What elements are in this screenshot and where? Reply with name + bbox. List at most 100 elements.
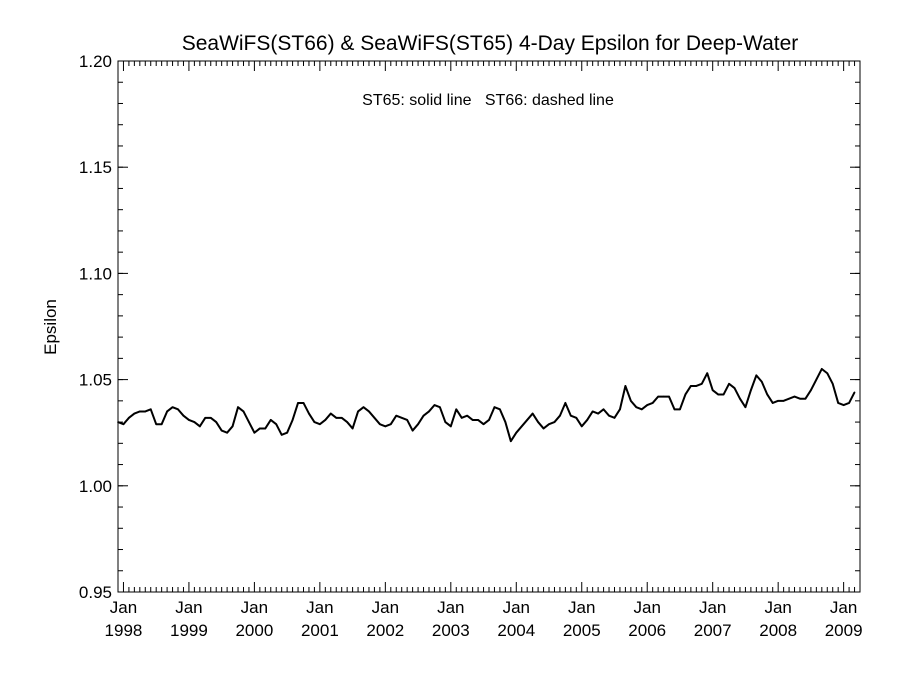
x-tick-label-year: 2001 xyxy=(301,621,339,640)
data-point xyxy=(215,421,218,423)
x-tick-label-year: 2009 xyxy=(825,621,863,640)
data-point xyxy=(673,408,676,411)
data-point xyxy=(155,423,157,426)
data-point xyxy=(831,383,834,385)
chart-title: SeaWiFS(ST66) & SeaWiFS(ST65) 4-Day Epsi… xyxy=(182,32,799,55)
data-point xyxy=(750,389,752,392)
data-point xyxy=(782,400,785,402)
x-tick-label-month: Jan xyxy=(110,598,137,617)
data-point xyxy=(188,419,190,421)
data-point xyxy=(455,408,458,411)
data-point xyxy=(444,421,447,423)
data-point xyxy=(313,421,316,423)
data-point xyxy=(515,431,518,434)
data-point xyxy=(269,419,272,421)
data-point xyxy=(209,417,212,419)
data-point xyxy=(657,395,659,398)
data-point xyxy=(428,410,430,413)
data-point xyxy=(193,421,196,423)
data-point xyxy=(133,412,136,415)
data-point xyxy=(139,410,141,413)
data-point xyxy=(717,393,719,396)
data-point xyxy=(264,427,267,430)
data-point xyxy=(286,431,288,434)
x-tick-label-month: Jan xyxy=(830,598,857,617)
data-point xyxy=(793,395,796,398)
data-point xyxy=(302,402,305,404)
data-point xyxy=(771,402,774,404)
data-point xyxy=(160,423,163,426)
data-point xyxy=(340,417,343,419)
data-point xyxy=(624,385,627,387)
x-tick-label-year: 1998 xyxy=(105,621,143,640)
x-tick-label-year: 2008 xyxy=(759,621,797,640)
y-tick-label: 1.15 xyxy=(79,158,112,177)
data-point xyxy=(488,419,490,421)
data-point xyxy=(379,423,381,426)
x-tick-label-month: Jan xyxy=(568,598,595,617)
data-point xyxy=(777,400,779,402)
data-point xyxy=(177,408,179,411)
data-point xyxy=(417,423,419,426)
series-group xyxy=(117,367,856,443)
data-point xyxy=(755,374,758,377)
data-point xyxy=(351,427,354,430)
data-point xyxy=(362,406,365,409)
y-tick-label: 1.00 xyxy=(79,477,112,496)
data-point xyxy=(711,389,714,392)
x-axis-ticks: Jan 1998 Jan 1999 Jan 2000 Jan 2001 Jan 2002 Jan 20… xyxy=(105,598,863,640)
data-point xyxy=(580,425,583,428)
data-point xyxy=(640,408,643,411)
data-point xyxy=(504,421,507,423)
data-point xyxy=(848,402,850,404)
data-point xyxy=(204,417,207,419)
data-point xyxy=(788,397,790,400)
legend-annotation: ST65: solid line ST66: dashed line xyxy=(362,92,614,109)
data-point xyxy=(531,412,534,415)
data-point xyxy=(804,397,807,400)
data-point xyxy=(662,395,665,398)
data-point xyxy=(651,402,654,404)
data-point xyxy=(799,397,801,400)
data-point xyxy=(144,410,147,413)
data-point xyxy=(842,404,845,406)
data-point xyxy=(853,391,856,394)
data-point xyxy=(597,412,599,415)
data-point xyxy=(182,414,185,417)
data-point xyxy=(733,387,736,389)
data-point xyxy=(619,408,621,411)
data-point xyxy=(291,419,294,421)
x-tick-label-month: Jan xyxy=(241,598,268,617)
data-point xyxy=(690,385,692,387)
plot-frame xyxy=(117,60,861,593)
data-point xyxy=(482,423,485,426)
data-point xyxy=(575,417,578,419)
data-point xyxy=(406,419,408,421)
data-point xyxy=(630,400,632,402)
data-point xyxy=(199,425,201,428)
x-tick-label-year: 2004 xyxy=(497,621,535,640)
data-point xyxy=(460,417,463,419)
data-point xyxy=(275,423,278,426)
data-point xyxy=(319,423,321,426)
data-point xyxy=(237,406,239,409)
data-point xyxy=(248,421,250,423)
y-tick-label: 1.05 xyxy=(79,371,112,390)
data-point xyxy=(559,414,561,417)
y-tick-label: 0.95 xyxy=(79,583,112,602)
data-point xyxy=(766,393,769,396)
data-point xyxy=(493,406,496,409)
data-point xyxy=(679,408,681,411)
data-point xyxy=(117,421,119,423)
data-point xyxy=(520,425,523,428)
data-point xyxy=(613,417,616,419)
x-tick-label-month: Jan xyxy=(306,598,333,617)
data-point xyxy=(564,402,567,404)
data-point xyxy=(815,378,818,381)
data-point xyxy=(810,389,812,392)
x-tick-label-month: Jan xyxy=(372,598,399,617)
data-point xyxy=(400,417,403,419)
data-point xyxy=(368,410,370,413)
data-point xyxy=(149,408,152,411)
